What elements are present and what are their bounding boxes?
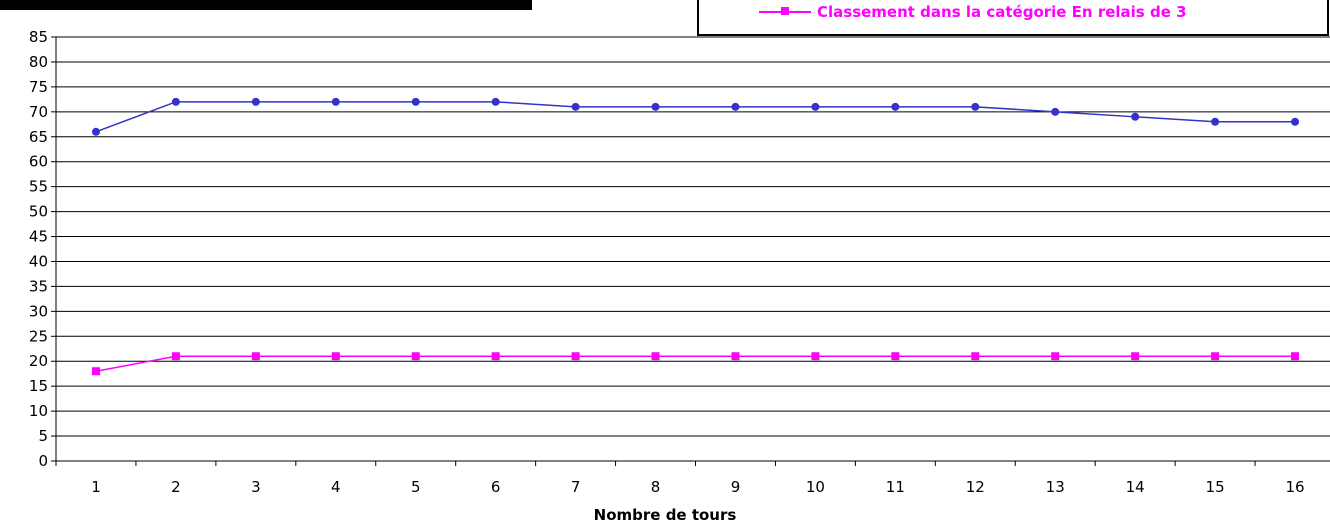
x-axis-title: Nombre de tours: [593, 506, 737, 524]
data-point: [651, 352, 660, 361]
data-point: [891, 352, 900, 361]
data-point: [1131, 112, 1140, 121]
data-point: [1051, 107, 1060, 116]
y-tick-label: 85: [29, 28, 48, 46]
x-tick-label: 11: [886, 478, 905, 496]
series-line: [95, 355, 1296, 372]
y-tick-label: 80: [29, 53, 48, 71]
data-point: [971, 102, 980, 111]
y-tick-label: 20: [29, 352, 48, 370]
x-tick-label: 8: [651, 478, 661, 496]
y-tick-label: 70: [29, 103, 48, 121]
y-tick-label: 60: [29, 153, 48, 171]
x-tick-label: 16: [1285, 478, 1304, 496]
data-point: [171, 97, 180, 106]
x-tick-label: 6: [491, 478, 501, 496]
series-1: [91, 97, 1300, 136]
data-point: [1211, 352, 1220, 361]
x-tick-label: 5: [411, 478, 421, 496]
y-tick-label: 65: [29, 128, 48, 146]
data-point: [571, 102, 580, 111]
data-point: [171, 352, 180, 361]
x-tick-label: 4: [331, 478, 341, 496]
data-point: [331, 352, 340, 361]
legend: Classement dans la catégorie En relais d…: [697, 0, 1329, 36]
data-point: [1291, 117, 1300, 126]
y-tick-label: 10: [29, 402, 48, 420]
data-point: [411, 352, 420, 361]
y-tick-label: 30: [29, 302, 48, 320]
data-point: [731, 102, 740, 111]
data-point: [491, 352, 500, 361]
x-tick-label: 1: [91, 478, 101, 496]
y-tick-label: 45: [29, 228, 48, 246]
x-tick-label: 3: [251, 478, 261, 496]
legend-line-swatch: [759, 7, 811, 15]
data-point: [91, 367, 100, 376]
x-axis-ticks: 1 2 3 4 5 6 7 8 9 10 11 12 13 14 15 16: [55, 461, 1305, 496]
data-point: [411, 97, 420, 106]
y-axis-ticks: 0 5 10 15 20 25 30 35 40 45 50 55 60 65 70 75 80 85: [29, 28, 56, 470]
data-point: [1291, 352, 1300, 361]
series-group: [91, 97, 1300, 376]
chart-title-bar: [0, 0, 532, 10]
legend-item-series-2: Classement dans la catégorie En relais d…: [759, 0, 1187, 24]
data-point: [651, 102, 660, 111]
legend-label: Classement dans la catégorie En relais d…: [817, 3, 1187, 21]
y-tick-label: 75: [29, 78, 48, 96]
data-point: [811, 352, 820, 361]
data-point: [731, 352, 740, 361]
data-point: [491, 97, 500, 106]
y-tick-label: 15: [29, 377, 48, 395]
x-tick-label: 15: [1206, 478, 1225, 496]
axes: [55, 37, 1330, 462]
data-point: [1131, 352, 1140, 361]
data-point: [251, 352, 260, 361]
x-tick-label: 13: [1046, 478, 1065, 496]
x-tick-label: 9: [731, 478, 741, 496]
data-point: [1211, 117, 1220, 126]
x-tick-label: 2: [171, 478, 181, 496]
data-point: [571, 352, 580, 361]
x-tick-label: 14: [1126, 478, 1145, 496]
data-point: [891, 102, 900, 111]
legend-square-marker-icon: [781, 7, 789, 15]
x-tick-label: 10: [806, 478, 825, 496]
y-tick-label: 35: [29, 277, 48, 295]
data-point: [331, 97, 340, 106]
y-tick-label: 0: [38, 452, 48, 470]
series-line: [95, 101, 1296, 133]
y-tick-label: 40: [29, 252, 48, 270]
x-tick-label: 12: [966, 478, 985, 496]
y-tick-label: 25: [29, 327, 48, 345]
y-tick-label: 50: [29, 203, 48, 221]
data-point: [971, 352, 980, 361]
y-tick-label: 5: [38, 427, 48, 445]
series-2: [91, 352, 1300, 376]
data-point: [1051, 352, 1060, 361]
data-point: [811, 102, 820, 111]
x-tick-label: 7: [571, 478, 581, 496]
data-point: [251, 97, 260, 106]
gridlines: [56, 36, 1330, 437]
y-tick-label: 55: [29, 178, 48, 196]
data-point: [91, 127, 100, 136]
